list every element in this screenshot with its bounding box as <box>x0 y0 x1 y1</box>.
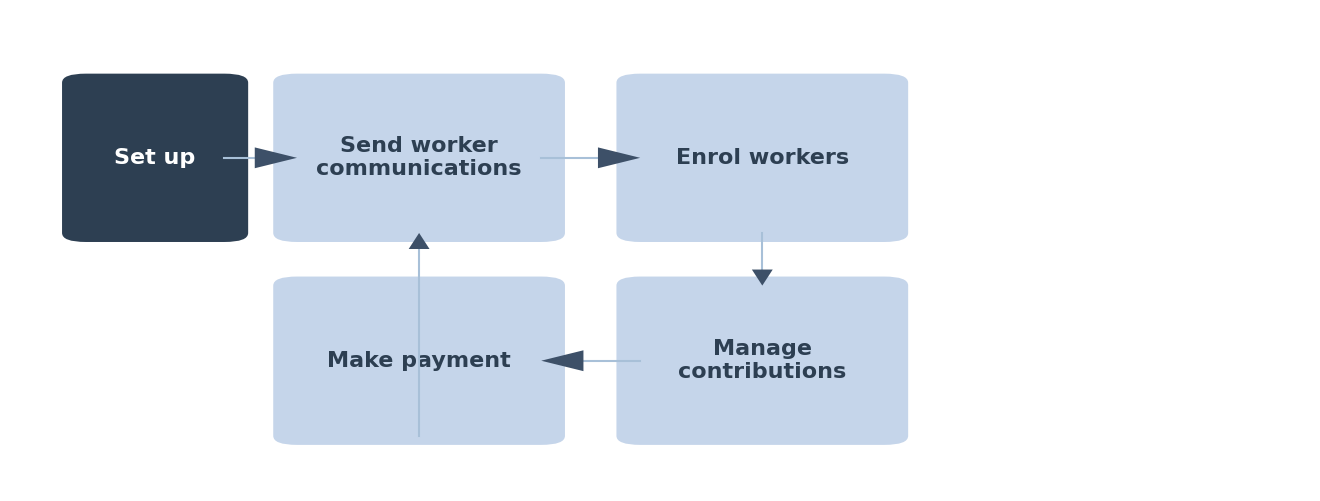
Polygon shape <box>752 270 772 286</box>
FancyBboxPatch shape <box>616 277 908 445</box>
Polygon shape <box>598 147 640 168</box>
Text: Enrol workers: Enrol workers <box>676 148 849 168</box>
Polygon shape <box>255 147 297 168</box>
Text: Send worker
communications: Send worker communications <box>317 136 521 179</box>
FancyBboxPatch shape <box>273 277 565 445</box>
Polygon shape <box>541 350 583 371</box>
FancyBboxPatch shape <box>273 74 565 242</box>
FancyBboxPatch shape <box>616 74 908 242</box>
Text: Set up: Set up <box>115 148 195 168</box>
Text: Make payment: Make payment <box>327 351 511 371</box>
FancyBboxPatch shape <box>62 74 248 242</box>
Polygon shape <box>409 233 429 249</box>
Text: Manage
contributions: Manage contributions <box>678 339 846 382</box>
